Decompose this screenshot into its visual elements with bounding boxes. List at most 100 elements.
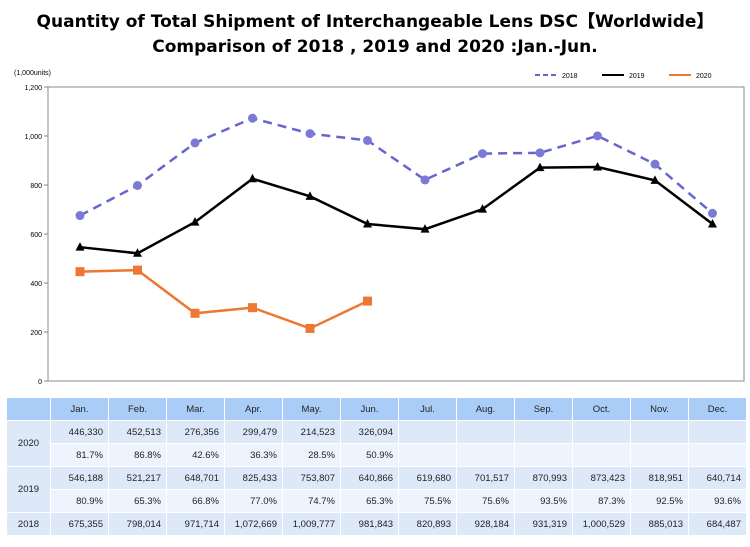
percent-cell [515,444,572,466]
percent-cell [573,444,630,466]
value-cell: 870,993 [515,467,572,489]
data-point [190,138,200,148]
data-point [420,224,430,233]
percent-cell: 86.8% [109,444,166,466]
value-cell: 619,680 [399,467,456,489]
data-point [593,131,602,141]
month-header: Jul. [399,398,456,420]
value-cell: 885,013 [631,513,688,535]
data-point [650,175,660,184]
value-cell: 640,866 [341,467,398,489]
data-point [650,159,660,169]
value-cell [515,421,572,443]
value-cell: 326,094 [341,421,398,443]
data-point [363,218,372,228]
value-cell: 928,184 [457,513,514,535]
percent-cell: 74.7% [283,490,340,512]
legend-label: 2018 [562,73,578,80]
series-2019 [75,162,717,257]
value-cell: 276,356 [167,421,224,443]
data-point [133,265,142,275]
value-cell: 753,807 [283,467,340,489]
y-tick-label: 800 [30,183,42,190]
data-point [593,162,602,171]
percent-cell [399,444,456,466]
value-cell: 931,319 [515,513,572,535]
data-point [248,113,257,123]
percent-cell [689,444,746,466]
legend-label: 2019 [629,73,645,80]
month-header: Nov. [631,398,688,420]
data-point [535,148,545,158]
month-header: Apr. [225,398,282,420]
percent-cell: 92.5% [631,490,688,512]
year-cell: 2020 [7,421,50,466]
series-2018 [75,113,717,221]
data-point [708,219,717,228]
y-tick-label: 200 [30,330,42,337]
percent-cell: 65.3% [109,490,166,512]
percent-cell: 81.7% [51,444,108,466]
pct-row-2019: 80.9% 65.3% 66.8% 77.0% 74.7% 65.3% 75.5% 75.6%… [7,490,746,512]
data-point [363,135,372,145]
percent-cell: 75.5% [399,490,456,512]
data-point [305,191,315,200]
percent-cell [631,444,688,466]
row-2019: 2019 546,188 521,217 648,701 825,433 753,807 6… [7,467,746,512]
value-cell [689,421,746,443]
series-line [79,268,369,330]
y-tick-label: 1,000 [24,134,42,141]
value-cell [399,421,456,443]
plot-area [47,86,745,382]
month-header: Mar. [167,398,224,420]
data-point [305,323,315,333]
percent-cell: 93.5% [515,490,572,512]
value-cell: 546,188 [51,467,108,489]
value-cell [631,421,688,443]
series-line [79,116,714,217]
value-cell: 971,714 [167,513,224,535]
value-cell: 648,701 [167,467,224,489]
value-cell: 798,014 [109,513,166,535]
month-header: Oct. [573,398,630,420]
data-point [708,208,717,218]
data-table: Jan. Feb. Mar. Apr. May. Jun. Jul. Aug. Sep. Oct.… [6,397,747,536]
value-cell: 873,423 [573,467,630,489]
row-2018: 2018 675,355 798,014 971,714 1,072,669 1,009,… [7,513,746,535]
year-cell: 2018 [7,513,50,535]
value-cell: 675,355 [51,513,108,535]
month-header: Aug. [457,398,514,420]
percent-cell: 80.9% [51,490,108,512]
percent-cell: 77.0% [225,490,282,512]
value-cell: 825,433 [225,467,282,489]
y-tick-label: 400 [30,281,42,288]
month-header: Sep. [515,398,572,420]
chart-subtitle: Comparison of 2018 , 2019 and 2020 :Jan.… [152,37,597,57]
percent-cell: 36.3% [225,444,282,466]
data-point [133,180,142,190]
value-cell: 640,714 [689,467,746,489]
value-cell: 820,893 [399,513,456,535]
percent-cell: 50.9% [341,444,398,466]
value-cell: 1,072,669 [225,513,282,535]
month-header: Dec. [689,398,746,420]
corner-cell [7,398,50,420]
value-cell: 446,330 [51,421,108,443]
y-tick-label: 0 [38,379,42,386]
data-point [535,162,545,172]
value-cell: 981,843 [341,513,398,535]
percent-cell: 66.8% [167,490,224,512]
chart-title: Quantity of Total Shipment of Interchang… [37,11,714,32]
data-point [75,242,85,251]
data-point [478,204,487,213]
data-point [190,308,200,318]
data-point [75,267,85,277]
value-cell [573,421,630,443]
data-point [248,303,257,313]
value-cell: 521,217 [109,467,166,489]
y-tick-label: 600 [30,232,42,239]
data-point [478,149,487,159]
value-cell: 818,951 [631,467,688,489]
unit-label: (1,000units) [14,70,51,77]
month-header: Jan. [51,398,108,420]
